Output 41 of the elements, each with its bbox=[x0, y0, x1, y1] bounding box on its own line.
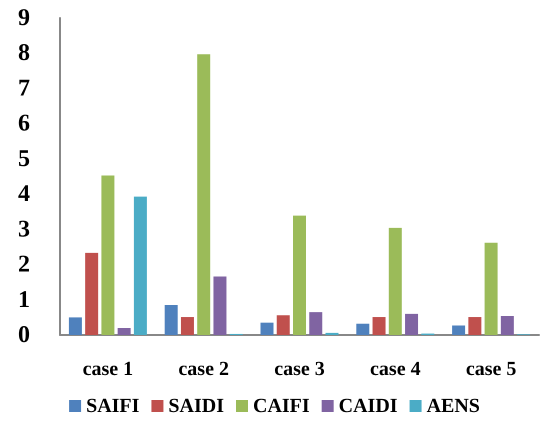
legend-label: AENS bbox=[426, 395, 480, 417]
y-tick-label: 5 bbox=[18, 146, 30, 172]
bar bbox=[134, 196, 147, 335]
x-tick-label: case 5 bbox=[466, 358, 516, 380]
bar bbox=[276, 315, 290, 335]
x-tick-label: case 2 bbox=[178, 358, 229, 380]
bar bbox=[197, 54, 210, 335]
bar bbox=[293, 216, 306, 335]
bar bbox=[468, 317, 482, 335]
y-tick-label: 9 bbox=[18, 5, 30, 31]
y-tick-label: 4 bbox=[18, 181, 30, 208]
bar bbox=[356, 324, 370, 335]
bar bbox=[213, 276, 226, 335]
y-tick-label: 8 bbox=[18, 40, 30, 66]
legend-label: SAIDI bbox=[168, 395, 224, 417]
bar bbox=[452, 325, 466, 335]
bar bbox=[405, 314, 418, 335]
bar bbox=[85, 252, 98, 335]
y-tick-label: 0 bbox=[18, 322, 30, 348]
bar bbox=[260, 322, 274, 335]
bar bbox=[164, 305, 178, 335]
legend-label: CAIFI bbox=[253, 395, 310, 417]
legend-label: SAIFI bbox=[86, 395, 140, 417]
bar bbox=[101, 175, 114, 335]
bar bbox=[388, 228, 402, 335]
bar bbox=[309, 312, 322, 335]
bar bbox=[372, 317, 386, 335]
y-tick-label: 3 bbox=[18, 216, 30, 242]
y-tick-label: 7 bbox=[18, 75, 30, 102]
x-tick-label: case 1 bbox=[82, 358, 134, 380]
legend-label: CAIDI bbox=[338, 395, 398, 417]
bar bbox=[180, 317, 194, 335]
x-tick-label: case 4 bbox=[370, 358, 421, 380]
bar bbox=[484, 242, 498, 335]
bar bbox=[500, 316, 514, 335]
bar bbox=[118, 328, 131, 335]
y-tick-label: 2 bbox=[18, 252, 30, 278]
y-tick-label: 1 bbox=[18, 286, 30, 313]
y-tick-label: 6 bbox=[18, 110, 30, 137]
x-tick-label: case 3 bbox=[274, 358, 325, 380]
bar bbox=[68, 317, 82, 335]
